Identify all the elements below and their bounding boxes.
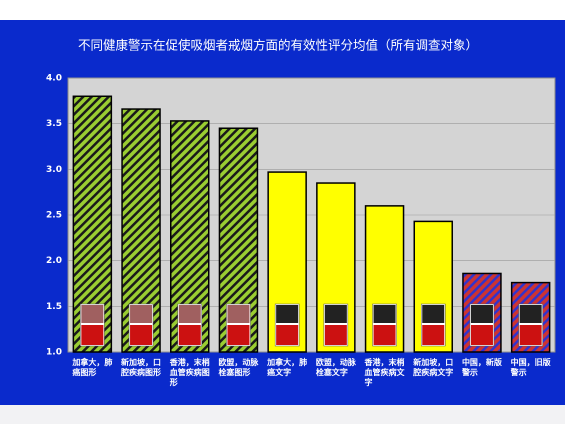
warning-thumbnail-top — [422, 305, 445, 323]
warning-thumbnail-top — [373, 305, 396, 323]
x-tick-label: 欧盟，动脉栓塞图形 — [218, 358, 259, 377]
x-tick-label: 中国，新版警示 — [461, 358, 502, 377]
warning-thumbnail-pack — [227, 325, 250, 345]
warning-thumbnail-pack — [373, 325, 396, 345]
x-tick-label: 加拿大，肺癌文字 — [267, 358, 308, 377]
warning-thumbnail-top — [276, 305, 299, 323]
warning-thumbnail-top — [519, 305, 542, 323]
warning-thumbnail-pack — [422, 325, 445, 345]
y-tick-label: 3.0 — [46, 165, 62, 175]
warning-thumbnail-pack — [519, 325, 542, 345]
x-tick-label: 香港，末梢血管疾病图形 — [169, 358, 210, 387]
warning-thumbnail-top — [178, 305, 201, 323]
y-tick-label: 1.0 — [46, 348, 62, 358]
warning-thumbnail-top — [470, 305, 493, 323]
warning-thumbnail-pack — [130, 325, 153, 345]
x-tick-label: 加拿大，肺癌图形 — [72, 358, 113, 377]
x-tick-label: 新加坡，口腔疾病文字 — [413, 358, 454, 377]
x-tick-label: 新加坡，口腔疾病图形 — [121, 358, 162, 377]
y-tick-label: 1.5 — [46, 302, 62, 312]
warning-thumbnail-top — [227, 305, 250, 323]
y-tick-label: 2.5 — [46, 211, 62, 221]
warning-thumbnail-top — [130, 305, 153, 323]
y-tick-label: 2.0 — [46, 256, 62, 266]
bar — [218, 127, 259, 353]
y-tick-label: 3.5 — [46, 119, 62, 129]
bar — [364, 205, 405, 353]
x-tick-label: 欧盟，动脉栓塞文字 — [315, 358, 356, 377]
warning-thumbnail-pack — [81, 325, 104, 345]
warning-thumbnail-pack — [324, 325, 347, 345]
warning-thumbnail-top — [81, 305, 104, 323]
warning-thumbnail-top — [324, 305, 347, 323]
top-strip — [0, 0, 565, 20]
x-tick-label: 中国，旧版警示 — [510, 358, 551, 377]
warning-thumbnail-pack — [276, 325, 299, 345]
chart-title: 不同健康警示在促使吸烟者戒烟方面的有效性评分均值（所有调查对象） — [78, 38, 478, 53]
x-tick-label: 香港，末梢血管疾病文字 — [364, 358, 405, 387]
warning-thumbnail-pack — [470, 325, 493, 345]
warning-thumbnail-pack — [178, 325, 201, 345]
y-tick-label: 4.0 — [46, 74, 62, 84]
